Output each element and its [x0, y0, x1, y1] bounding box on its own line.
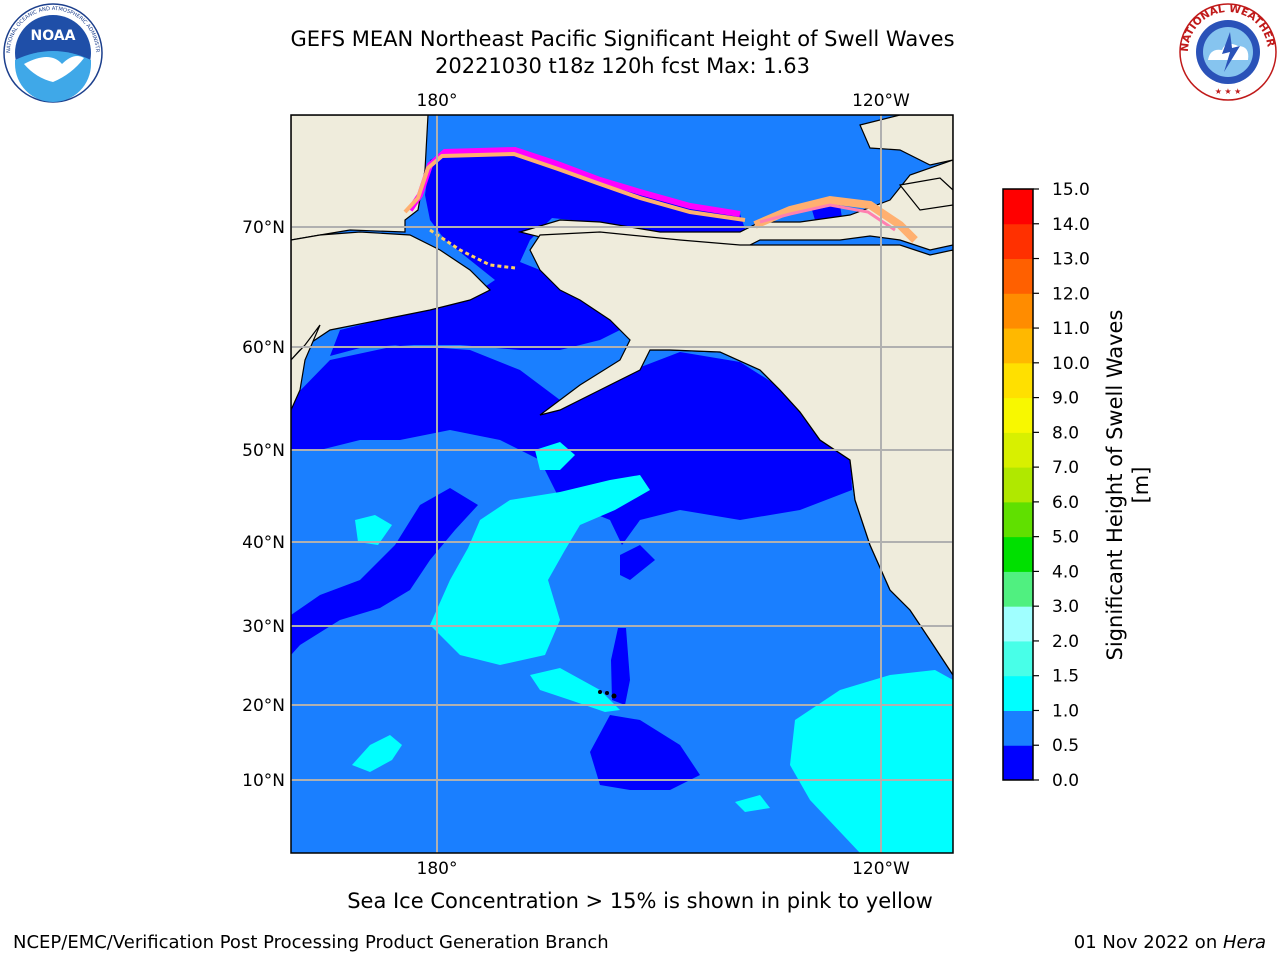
colorbar-tick-label: 2.0: [1052, 632, 1079, 652]
colorbar-segment: [1003, 571, 1033, 607]
map-gridlines: [291, 115, 953, 853]
colorbar-segment: [1003, 710, 1033, 746]
footer-host: Hera: [1222, 932, 1266, 953]
sea-ice-caption: Sea Ice Concentration > 15% is shown in …: [347, 889, 933, 913]
colorbar-segment: [1003, 745, 1033, 781]
map-frame: [290, 114, 954, 854]
colorbar-segment: [1003, 258, 1033, 294]
colorbar-segment: [1003, 501, 1033, 538]
colorbar-segment: [1003, 189, 1033, 225]
colorbar-segments: [1003, 189, 1033, 781]
colorbar-segment: [1003, 432, 1033, 468]
svg-text:★ ★ ★: ★ ★ ★: [1215, 87, 1242, 96]
lon-label-bottom-180: 180°: [417, 859, 458, 879]
lat-label-30n: 30°N: [242, 617, 285, 637]
swell-0.0-0.5-west: [291, 488, 478, 655]
footer-date: 01 Nov 2022 on Hera: [1074, 932, 1266, 953]
lat-label-10n: 10°N: [242, 771, 285, 791]
colorbar-tick-label: 0.0: [1052, 771, 1079, 791]
colorbar-tick-label: 10.0: [1052, 354, 1090, 374]
colorbar-tick-label: 1.0: [1052, 701, 1079, 721]
lat-label-40n: 40°N: [242, 533, 285, 553]
colorbar-tick-label: 1.5: [1052, 667, 1079, 687]
land-kamchatka: [291, 324, 321, 411]
lat-label-60n: 60°N: [242, 338, 285, 358]
colorbar-tick-label: 13.0: [1052, 250, 1090, 270]
lat-label-70n: 70°N: [242, 218, 285, 238]
colorbar-tick-label: 3.0: [1052, 597, 1079, 617]
lat-label-50n: 50°N: [242, 441, 285, 461]
nws-logo: NATIONAL WEATHER SERVICE ★ ★ ★: [1174, 0, 1278, 106]
colorbar-segment: [1003, 293, 1033, 329]
colorbar-tick-label: 8.0: [1052, 423, 1079, 443]
footer-credit: NCEP/EMC/Verification Post Processing Pr…: [13, 932, 609, 953]
colorbar-tick-label: 0.5: [1052, 736, 1079, 756]
colorbar-segment: [1003, 223, 1033, 260]
swell-0.0-0.5-south: [590, 715, 700, 790]
colorbar-tick-label: 5.0: [1052, 528, 1079, 548]
colorbar-segment: [1003, 362, 1033, 399]
lon-label-bottom-120w: 120°W: [852, 859, 910, 879]
land-north-america: [529, 231, 953, 677]
colorbar-tick-label: 12.0: [1052, 284, 1090, 304]
map-field: [291, 115, 953, 853]
swell-0.0-0.5-hawaii: [611, 628, 630, 705]
arctic-ocean-swell: [330, 150, 746, 356]
colorbar-tick-label: 7.0: [1052, 458, 1079, 478]
colorbar-segment: [1003, 467, 1033, 503]
colorbar-tick-label: 15.0: [1052, 180, 1090, 200]
chart-title: GEFS MEAN Northeast Pacific Significant …: [290, 27, 955, 51]
colorbar-segment: [1003, 536, 1033, 572]
colorbar-tick-label: 14.0: [1052, 215, 1090, 235]
colorbar-segment: [1003, 328, 1033, 364]
colorbar-segment: [1003, 606, 1033, 642]
noaa-logo: NOAA NATIONAL OCEANIC AND ATMOSPHERIC AD…: [0, 0, 104, 108]
swell-1.0-1.5-central: [430, 475, 650, 665]
colorbar-label: Significant Height of Swell Waves [m]: [1103, 309, 1153, 661]
chart-subtitle: 20221030 t18z 120h fcst Max: 1.63: [435, 54, 810, 78]
footer-date-text: 01 Nov 2022 on: [1073, 932, 1223, 953]
colorbar-tick-label: 9.0: [1052, 389, 1079, 409]
colorbar-frame: [1002, 188, 1034, 781]
colorbar-segment: [1003, 397, 1033, 433]
lat-label-20n: 20°N: [242, 696, 285, 716]
swell-0.0-0.5-north: [291, 345, 852, 545]
colorbar-tick-label: 6.0: [1052, 493, 1079, 513]
hawaii-islands: [598, 690, 602, 694]
lon-label-top-120w: 120°W: [852, 91, 910, 111]
noaa-logo-text: NOAA: [31, 28, 76, 44]
colorbar-tick-label: 4.0: [1052, 562, 1079, 582]
colorbar-ticks: 15.0 14.0 13.0 12.0 11.0 10.0 9.0 8.0 7.0 6.0 5.0 4…: [1033, 180, 1090, 791]
colorbar-tick-label: 11.0: [1052, 319, 1090, 339]
land-arctic-islands: [859, 115, 953, 166]
colorbar-segment: [1003, 640, 1033, 677]
swell-1.0-1.5-southeast: [790, 670, 953, 853]
lon-label-top-180: 180°: [417, 91, 458, 111]
colorbar-segment: [1003, 675, 1033, 711]
